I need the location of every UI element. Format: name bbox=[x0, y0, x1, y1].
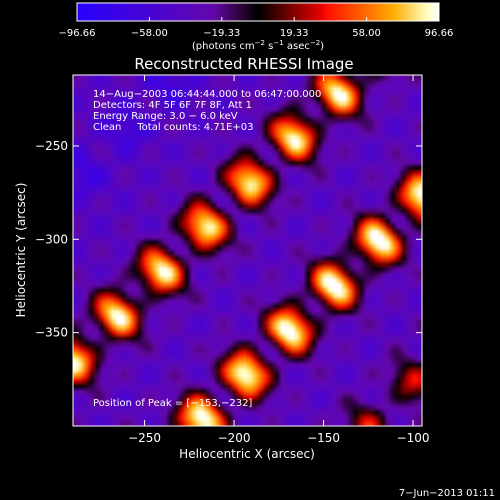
colorbar-tick-label: −58.00 bbox=[131, 28, 168, 39]
plot-frame bbox=[72, 74, 423, 427]
annotation-time-range: 14−Aug−2003 06:44:44.000 to 06:47:00.000 bbox=[93, 89, 321, 100]
y-tick-label: −350 bbox=[35, 326, 68, 340]
annotation-block: 14−Aug−2003 06:44:44.000 to 06:47:00.000… bbox=[93, 89, 321, 133]
colorbar-unit-label: (photons cm−2 s−1 asec−2) bbox=[192, 39, 324, 52]
y-axis: −250 −300 −350 bbox=[35, 139, 422, 340]
x-axis-label: Heliocentric X (arcsec) bbox=[179, 447, 315, 461]
colorbar-frame bbox=[76, 2, 440, 22]
colorbar-tick-label: −19.33 bbox=[203, 28, 240, 39]
x-tick-label: −250 bbox=[128, 431, 161, 445]
x-tick-label: −150 bbox=[307, 431, 340, 445]
x-tick-label: −200 bbox=[218, 431, 251, 445]
colorbar-tick-label: 96.66 bbox=[425, 28, 454, 39]
colorbar-tick-label: 58.00 bbox=[352, 28, 381, 39]
x-tick-label: −100 bbox=[397, 431, 430, 445]
chart-title: Reconstructed RHESSI Image bbox=[134, 55, 353, 73]
colorbar: −96.66 −58.00 −19.33 19.33 58.00 96.66 (photo… bbox=[58, 2, 453, 52]
colorbar-tick-label: −96.66 bbox=[58, 28, 95, 39]
annotation-energy-range: Energy Range: 3.0 − 6.0 keV bbox=[93, 111, 238, 122]
y-axis-label: Heliocentric Y (arcsec) bbox=[14, 183, 28, 318]
y-tick-label: −250 bbox=[35, 139, 68, 153]
footer-timestamp: 7−Jun−2013 01:11 bbox=[399, 488, 495, 499]
x-axis: −250 −200 −150 −100 bbox=[128, 75, 430, 445]
colorbar-gradient bbox=[77, 3, 439, 21]
colorbar-ticks: −96.66 −58.00 −19.33 19.33 58.00 96.66 bbox=[58, 17, 453, 39]
heatmap-image bbox=[73, 75, 422, 426]
y-tick-label: −300 bbox=[35, 232, 68, 246]
annotation-detectors: Detectors: 4F 5F 6F 7F 8F, Att 1 bbox=[93, 100, 252, 111]
peak-position-label: Position of Peak = [−153,−232] bbox=[93, 398, 252, 409]
colorbar-tick-label: 19.33 bbox=[280, 28, 309, 39]
annotation-clean-counts: Clean Total counts: 4.71E+03 bbox=[93, 122, 253, 133]
